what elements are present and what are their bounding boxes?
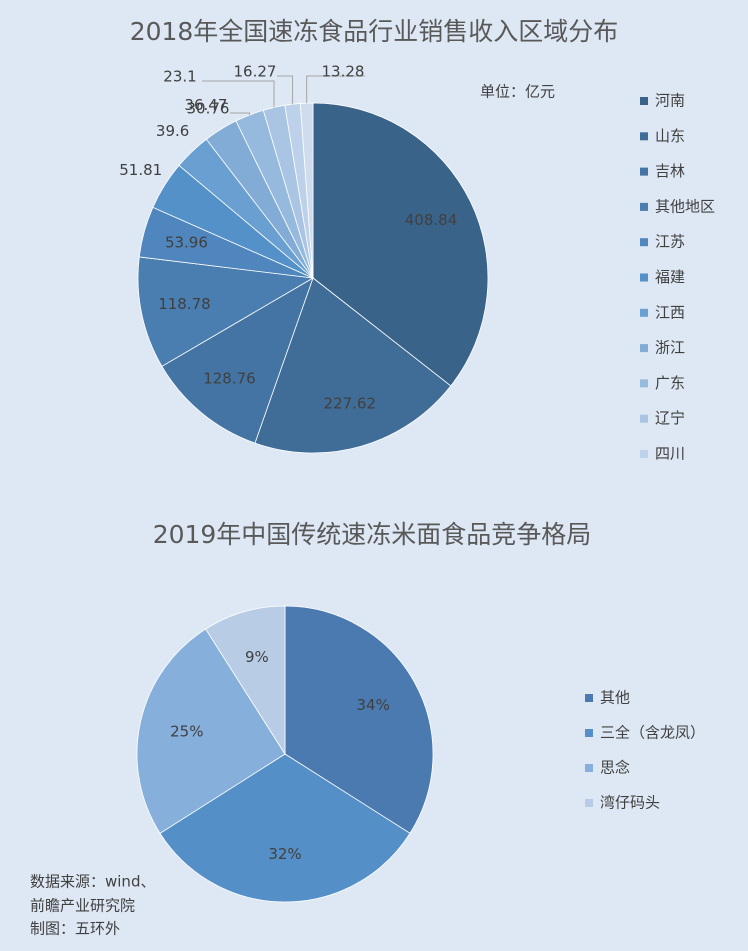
chart-title: 2019年中国传统速冻米面食品竞争格局 [153, 520, 592, 549]
source: 数据来源：wind、 [30, 873, 155, 891]
data-label: 16.27 [234, 63, 277, 81]
legend-label: 浙江 [655, 339, 685, 357]
legend-swatch [585, 799, 593, 807]
data-label: 13.28 [322, 63, 365, 81]
data-label: 32% [268, 845, 301, 863]
legend-label: 其他 [600, 689, 630, 707]
data-label: 36.47 [184, 96, 227, 114]
legend-label: 辽宁 [655, 409, 685, 427]
leader-line [202, 80, 275, 108]
pie-slice [137, 256, 315, 367]
legend-swatch [640, 379, 648, 388]
pie-slice [136, 628, 286, 834]
pie-slice [159, 753, 411, 903]
pie-slice [205, 605, 286, 756]
legend-swatch [640, 132, 648, 141]
legend-label: 广东 [655, 374, 685, 392]
legend-label: 四川 [655, 445, 685, 463]
leader-line [230, 112, 250, 115]
pie-slice [254, 277, 452, 454]
legend-swatch [640, 344, 648, 353]
legend-label: 江苏 [655, 233, 685, 251]
legend-label: 湾仔码头 [600, 794, 660, 812]
legend-label: 其他地区 [655, 197, 715, 215]
pie-slice [312, 102, 489, 387]
data-label: 30.76 [187, 100, 230, 118]
legend-swatch [640, 414, 648, 423]
legend-label: 江西 [655, 303, 685, 321]
legend-label: 河南 [655, 92, 685, 110]
legend-swatch [640, 450, 648, 458]
legend-label: 山东 [655, 127, 685, 145]
legend-label: 三全（含龙凤） [600, 724, 705, 742]
legend-label: 福建 [655, 268, 685, 286]
data-label: 34% [357, 696, 390, 714]
data-label: 25% [170, 723, 203, 741]
legend-swatch [640, 308, 648, 317]
data-label: 23.1 [163, 68, 196, 86]
legend-swatch [640, 273, 648, 282]
legend-swatch [640, 97, 648, 105]
data-label: 118.78 [158, 295, 211, 313]
data-label: 408.84 [405, 211, 458, 229]
pie-slice [161, 277, 314, 444]
legend-swatch [585, 764, 593, 772]
legend-swatch [585, 694, 593, 702]
data-label: 53.96 [165, 234, 208, 252]
source: 前瞻产业研究院 [30, 897, 135, 915]
legend-swatch [640, 167, 648, 176]
legend-label: 吉林 [655, 162, 685, 180]
leader-line [277, 75, 294, 105]
legend-label: 思念 [600, 759, 630, 777]
leader-line [306, 75, 365, 104]
legend-swatch [585, 729, 593, 737]
data-label: 128.76 [203, 370, 256, 388]
data-label: 39.6 [156, 122, 189, 140]
data-label: 227.62 [324, 394, 377, 412]
source: 制图：五环外 [30, 920, 120, 938]
chart-title: 2018年全国速冻食品行业销售收入区域分布 [130, 17, 619, 46]
legend-swatch [640, 202, 648, 211]
unit-annotation: 单位：亿元 [480, 83, 555, 101]
data-label: 51.81 [119, 161, 162, 179]
data-label: 9% [245, 648, 269, 666]
legend-swatch [640, 238, 648, 247]
pie-slice [284, 605, 434, 834]
